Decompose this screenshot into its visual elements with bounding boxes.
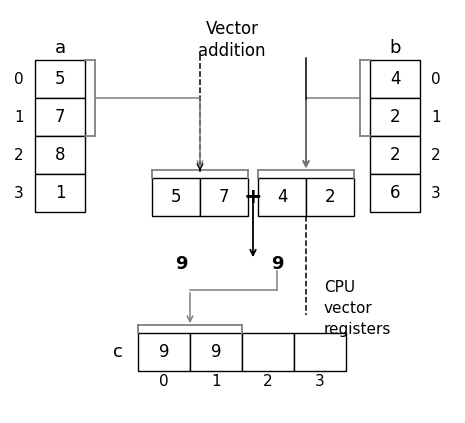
Bar [306, 178, 354, 216]
Text: 5: 5 [55, 70, 65, 88]
Bar [190, 333, 242, 371]
Text: +: + [244, 187, 262, 207]
Text: 9: 9 [211, 343, 221, 361]
Bar [138, 333, 190, 371]
Bar [370, 60, 420, 98]
Text: 3: 3 [431, 186, 441, 201]
Text: 5: 5 [171, 188, 181, 206]
Text: 0: 0 [159, 374, 169, 388]
Text: 3: 3 [315, 374, 325, 388]
Text: 6: 6 [390, 184, 400, 202]
Text: 1: 1 [14, 110, 24, 124]
Bar [152, 178, 200, 216]
Text: Vector
addition: Vector addition [198, 20, 266, 60]
Text: 2: 2 [431, 148, 441, 162]
Text: 9: 9 [175, 255, 187, 273]
Text: 1: 1 [55, 184, 65, 202]
Text: 2: 2 [390, 146, 400, 164]
Text: 7: 7 [55, 108, 65, 126]
Bar [200, 178, 248, 216]
Text: 9: 9 [271, 255, 283, 273]
Text: CPU
vector
registers: CPU vector registers [324, 280, 392, 337]
Text: 3: 3 [14, 186, 24, 201]
Bar [258, 178, 306, 216]
Bar [242, 333, 294, 371]
Text: 2: 2 [390, 108, 400, 126]
Text: 1: 1 [431, 110, 441, 124]
Text: 2: 2 [263, 374, 273, 388]
Bar [370, 98, 420, 136]
Text: b: b [389, 39, 401, 57]
Text: 9: 9 [159, 343, 169, 361]
Text: a: a [54, 39, 66, 57]
Bar [35, 98, 85, 136]
Bar [370, 136, 420, 174]
Text: 0: 0 [14, 71, 24, 86]
Bar [35, 174, 85, 212]
Text: 4: 4 [390, 70, 400, 88]
Text: 8: 8 [55, 146, 65, 164]
Text: 2: 2 [14, 148, 24, 162]
Text: 4: 4 [277, 188, 287, 206]
Text: 0: 0 [431, 71, 441, 86]
Text: 7: 7 [219, 188, 229, 206]
Text: 2: 2 [325, 188, 335, 206]
Text: c: c [113, 343, 123, 361]
Bar [370, 174, 420, 212]
Text: 1: 1 [211, 374, 221, 388]
Bar [294, 333, 346, 371]
Bar [35, 136, 85, 174]
Bar [35, 60, 85, 98]
